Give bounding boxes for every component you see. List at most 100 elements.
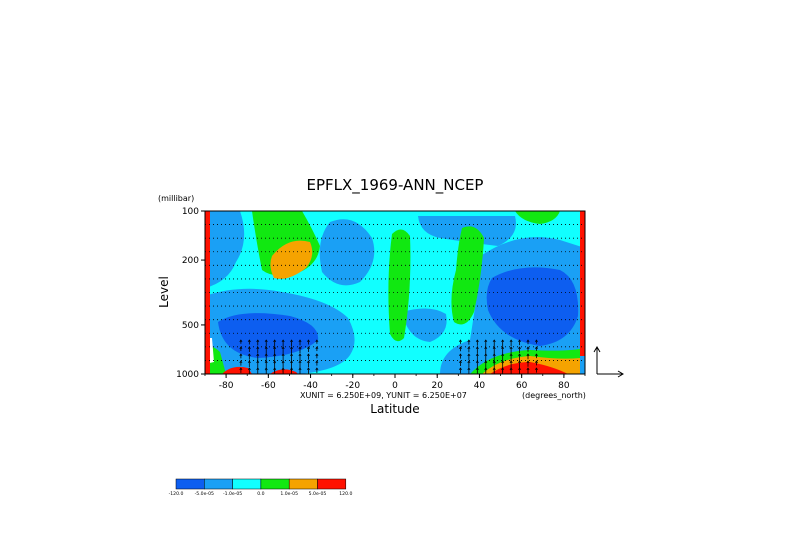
flux-vector-head [273,339,277,342]
ep-flux-vectors [239,339,538,374]
region-red-left-edge [205,211,210,374]
flux-vector-head [239,353,243,356]
x-tick-label: 20 [431,381,443,391]
flux-vector-head [484,339,488,342]
grid-lines [205,224,585,361]
flux-vector-head [467,339,471,342]
flux-vector-head [306,346,310,349]
flux-vector-head [492,339,496,342]
flux-vector-head [458,360,462,363]
flux-vector-head [273,367,277,370]
x-tick-label: -80 [219,381,234,391]
flux-vector-head [306,353,310,356]
flux-vector-head [306,360,310,363]
region-red-right-edge [580,211,585,356]
flux-vector-head [534,360,538,363]
flux-vector-head [509,339,513,342]
flux-vector-head [458,367,462,370]
scale-note: XUNIT = 6.250E+09, YUNIT = 6.250E+07 [300,391,467,400]
region-green-nh [451,226,484,325]
flux-vector-head [475,360,479,363]
flux-vector-head [534,367,538,370]
flux-vector-head [264,353,268,356]
legend-label: -120.0 [169,491,184,497]
region-red-surface-nh [490,362,568,374]
flux-vector-head [501,367,505,370]
x-tick-label: -20 [345,381,360,391]
flux-vector-head [475,367,479,370]
x-unit-label: (degrees_north) [522,391,586,400]
x-axis-label: Latitude [370,402,419,416]
flux-vector-head [290,339,294,342]
flux-vector-head [256,339,260,342]
flux-vector-head [264,360,268,363]
region-blue-right-edge-bottom [580,356,585,374]
region-blue-sh-upper [205,211,245,288]
legend-swatch [175,478,205,490]
flux-vector-head [509,367,513,370]
legend-swatch [317,478,347,490]
x-tick-label: 80 [558,381,570,391]
flux-vector-head [306,339,310,342]
flux-vector-head [492,367,496,370]
flux-vector-head [298,367,302,370]
flux-vector-head [315,360,319,363]
flux-vector-head [315,353,319,356]
legend-label: 120.0 [339,491,352,497]
flux-vector-head [281,360,285,363]
plot-area [205,211,585,374]
flux-vector-head [290,346,294,349]
flux-vector-head [518,367,522,370]
legend-swatch [288,478,318,490]
x-axis: -80 -60 -40 -20 0 20 40 60 80 [204,374,586,391]
region-green-nh-top [515,211,560,224]
x-tick-label: 60 [516,381,528,391]
flux-vector-head [467,353,471,356]
flux-vector-head [264,367,268,370]
flux-vector-head [273,360,277,363]
legend-label: -1.0e-05 [223,491,242,497]
flux-vector-head [256,367,260,370]
legend-swatch [204,478,233,490]
flux-vector-head [247,353,251,356]
x-tick-label: 0 [392,381,398,391]
flux-vector-head [467,360,471,363]
y-tick-label: 200 [182,256,199,266]
flux-vector-head [315,339,319,342]
y-unit-label: (millibar) [158,194,194,203]
flux-vector-head [526,346,530,349]
y-tick-label: 500 [182,321,199,331]
flux-vector-head [484,353,488,356]
flux-vector-head [239,339,243,342]
flux-vector-head [526,339,530,342]
reference-vectors [593,346,624,378]
flux-vector-head [526,353,530,356]
flux-vector-head [534,339,538,342]
flux-vector-head [298,339,302,342]
region-blue-center-upper [319,219,375,286]
region-green-equator [388,229,411,342]
flux-vector-head [458,353,462,356]
flux-vector-head [501,353,505,356]
y-tick-label: 1000 [176,370,199,380]
legend-label: -5.0e-05 [195,491,214,497]
flux-vector-head [518,346,522,349]
y-axis: 100 200 500 1000 [176,207,205,380]
flux-vector-head [298,353,302,356]
flux-vector-head [509,360,513,363]
flux-vector-head [458,346,462,349]
region-red-surface-sh [222,366,252,374]
flux-vector-head [467,367,471,370]
region-orange-sh-upper [270,240,313,279]
region-red-surface-sh-2 [270,369,298,374]
flux-vector-head [239,360,243,363]
flux-vector-head [281,353,285,356]
flux-vector-head [534,353,538,356]
flux-vector-head [264,346,268,349]
flux-vector-head [247,346,251,349]
flux-vector-head [273,353,277,356]
legend-swatch [260,478,290,490]
y-tick-label: 100 [182,207,199,217]
flux-vector-head [518,353,522,356]
